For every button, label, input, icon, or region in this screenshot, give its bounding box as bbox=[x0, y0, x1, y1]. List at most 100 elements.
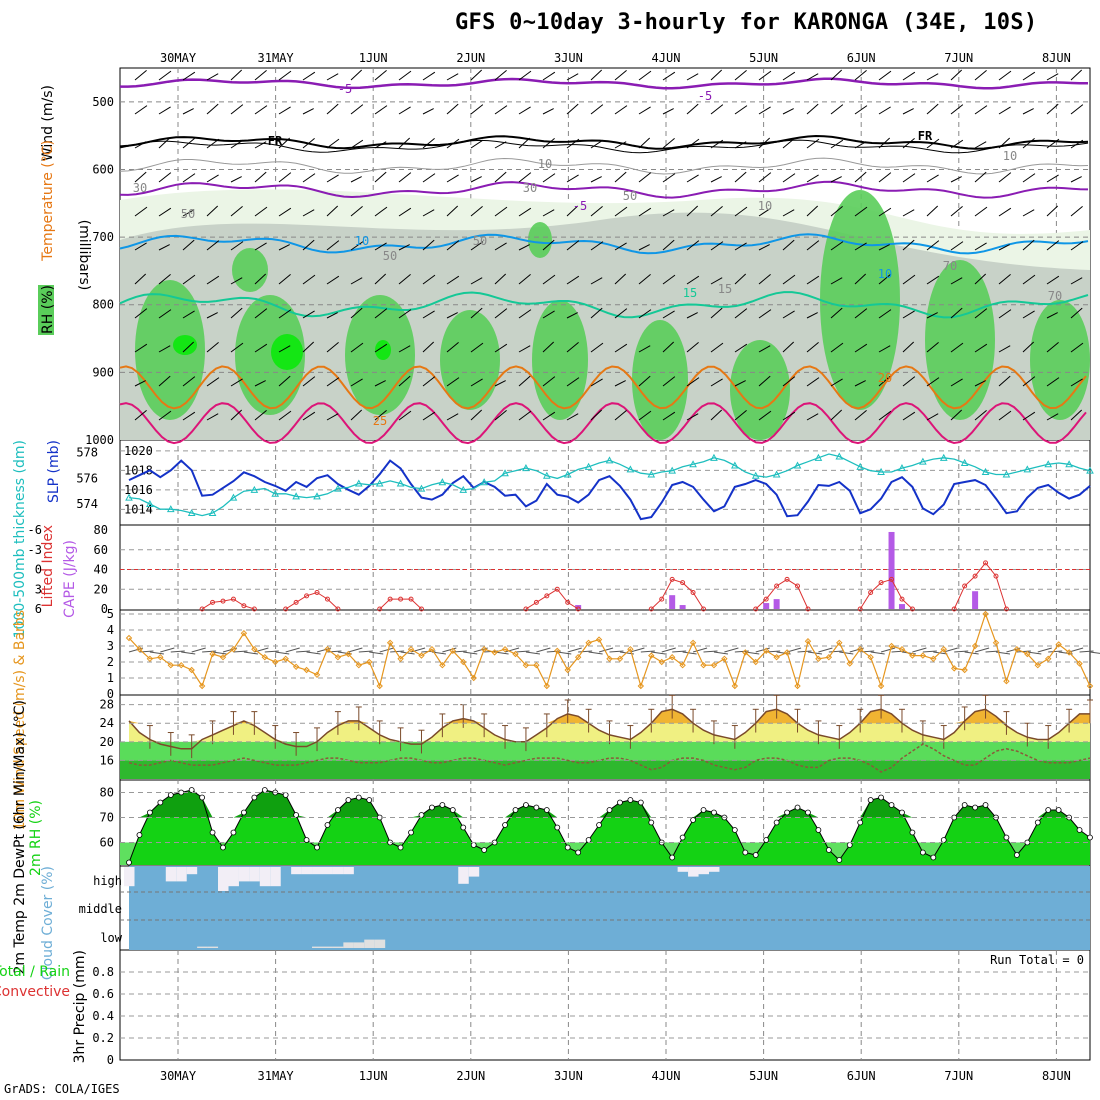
rh-marker bbox=[157, 799, 164, 806]
wind-speed-marker bbox=[762, 647, 770, 655]
slp-tick-label: 1014 bbox=[124, 502, 153, 516]
li-line bbox=[379, 598, 422, 610]
li-marker bbox=[387, 596, 393, 602]
wind-barb bbox=[254, 69, 267, 81]
cloud-high-gap bbox=[698, 867, 710, 875]
wind-speed-marker bbox=[1055, 641, 1062, 648]
wind-barb bbox=[494, 69, 507, 81]
contour-label: 50 bbox=[623, 189, 637, 203]
wind-speed-marker bbox=[648, 652, 655, 659]
wind-barb bbox=[734, 206, 748, 217]
wind-barb bbox=[278, 244, 290, 251]
contour-label: 10 bbox=[758, 199, 772, 213]
y-label-precip: 3hr Precip (mm) bbox=[72, 950, 88, 1063]
contour-label: 30 bbox=[523, 181, 537, 195]
surface-wind-barb bbox=[285, 647, 300, 653]
wind-barb bbox=[662, 310, 675, 319]
top-date-label: 7JUN bbox=[944, 51, 973, 65]
wind-barb bbox=[1046, 103, 1059, 115]
wind-barb bbox=[566, 240, 580, 251]
surface-wind-barb bbox=[630, 647, 645, 653]
thickness-marker bbox=[1065, 460, 1073, 468]
run-total-label: Run Total = 0 bbox=[990, 953, 1084, 967]
temp-tick-label: 28 bbox=[100, 698, 114, 712]
rh-marker bbox=[919, 849, 926, 856]
cloud-high-gap bbox=[228, 867, 239, 887]
wind-barb bbox=[638, 137, 651, 149]
wind-barb bbox=[782, 411, 796, 421]
wind-barb bbox=[326, 174, 339, 183]
rh-bright-blob bbox=[375, 340, 391, 360]
wind-speed-marker bbox=[689, 639, 697, 647]
rh-tick-label: 70 bbox=[100, 811, 114, 825]
cloud-high-gap bbox=[677, 867, 689, 872]
wind-speed-marker bbox=[773, 653, 780, 661]
wind-barb bbox=[710, 205, 723, 217]
wind-barb bbox=[542, 209, 555, 217]
rh-marker bbox=[502, 822, 508, 828]
rh-marker bbox=[940, 837, 947, 843]
wind-barb bbox=[326, 103, 339, 115]
wind-barb bbox=[902, 376, 916, 387]
thickness-marker bbox=[271, 489, 280, 497]
cape-bar bbox=[888, 531, 895, 609]
wind-barb bbox=[614, 141, 627, 149]
li-marker bbox=[314, 590, 320, 596]
thickness-marker bbox=[668, 466, 677, 474]
rh-marker bbox=[731, 827, 738, 833]
wind-barb bbox=[302, 274, 316, 285]
wind-barb bbox=[134, 105, 148, 115]
wind-speed-marker bbox=[564, 666, 571, 674]
wind-barb bbox=[950, 69, 963, 81]
wind-barb bbox=[614, 206, 628, 217]
rh-marker bbox=[1034, 819, 1041, 826]
wind-speed-marker bbox=[867, 653, 874, 661]
thickness-marker bbox=[877, 467, 885, 475]
wind-barb bbox=[902, 341, 915, 353]
thickness-marker bbox=[229, 493, 238, 501]
rh-marker bbox=[481, 847, 488, 853]
wind-barb bbox=[590, 205, 603, 217]
wind-barb bbox=[926, 240, 940, 251]
wind-barb bbox=[470, 69, 483, 81]
surface-wind-barb bbox=[588, 651, 603, 655]
slp-tick-label: 1018 bbox=[124, 463, 153, 477]
thickness-marker bbox=[1086, 466, 1094, 474]
thickness-marker bbox=[563, 470, 572, 478]
thickness-marker bbox=[208, 508, 217, 517]
wind-barb bbox=[1022, 310, 1035, 319]
wind-barb bbox=[686, 103, 699, 115]
wind-barb bbox=[182, 173, 196, 183]
li-marker bbox=[909, 606, 915, 612]
wind-barb bbox=[230, 241, 244, 251]
wind-speed-marker bbox=[554, 647, 561, 655]
wind-barb bbox=[230, 409, 243, 421]
wind-barb bbox=[350, 69, 363, 81]
thickness-tick-label: 576 bbox=[76, 471, 98, 485]
wind-barb bbox=[350, 307, 363, 319]
rh-marker bbox=[241, 809, 247, 816]
wind-barb bbox=[350, 205, 363, 217]
wind-barb bbox=[422, 239, 435, 251]
wind-barb bbox=[998, 137, 1011, 149]
surface-wind-barb bbox=[682, 651, 697, 655]
surface-wind-barb bbox=[974, 647, 990, 653]
wind-barb bbox=[422, 376, 436, 387]
wind-speed-marker bbox=[971, 642, 979, 650]
contour-20c bbox=[119, 365, 1087, 410]
wind-barb bbox=[902, 137, 915, 149]
wind-barb bbox=[254, 273, 267, 285]
wind-barb bbox=[566, 341, 579, 353]
wind-speed-marker bbox=[1024, 650, 1031, 658]
wind-barb bbox=[806, 377, 820, 387]
top-date-label: 4JUN bbox=[652, 51, 681, 65]
thickness-marker bbox=[856, 462, 865, 470]
wind-barb bbox=[590, 69, 603, 81]
contour-label: 15 bbox=[718, 282, 732, 296]
surface-wind-barb bbox=[546, 650, 561, 653]
wind-barb bbox=[878, 207, 892, 217]
contour-label: FR bbox=[918, 129, 933, 143]
li-marker bbox=[805, 606, 811, 612]
wind-barb bbox=[470, 342, 484, 353]
wind-barb bbox=[398, 273, 411, 285]
